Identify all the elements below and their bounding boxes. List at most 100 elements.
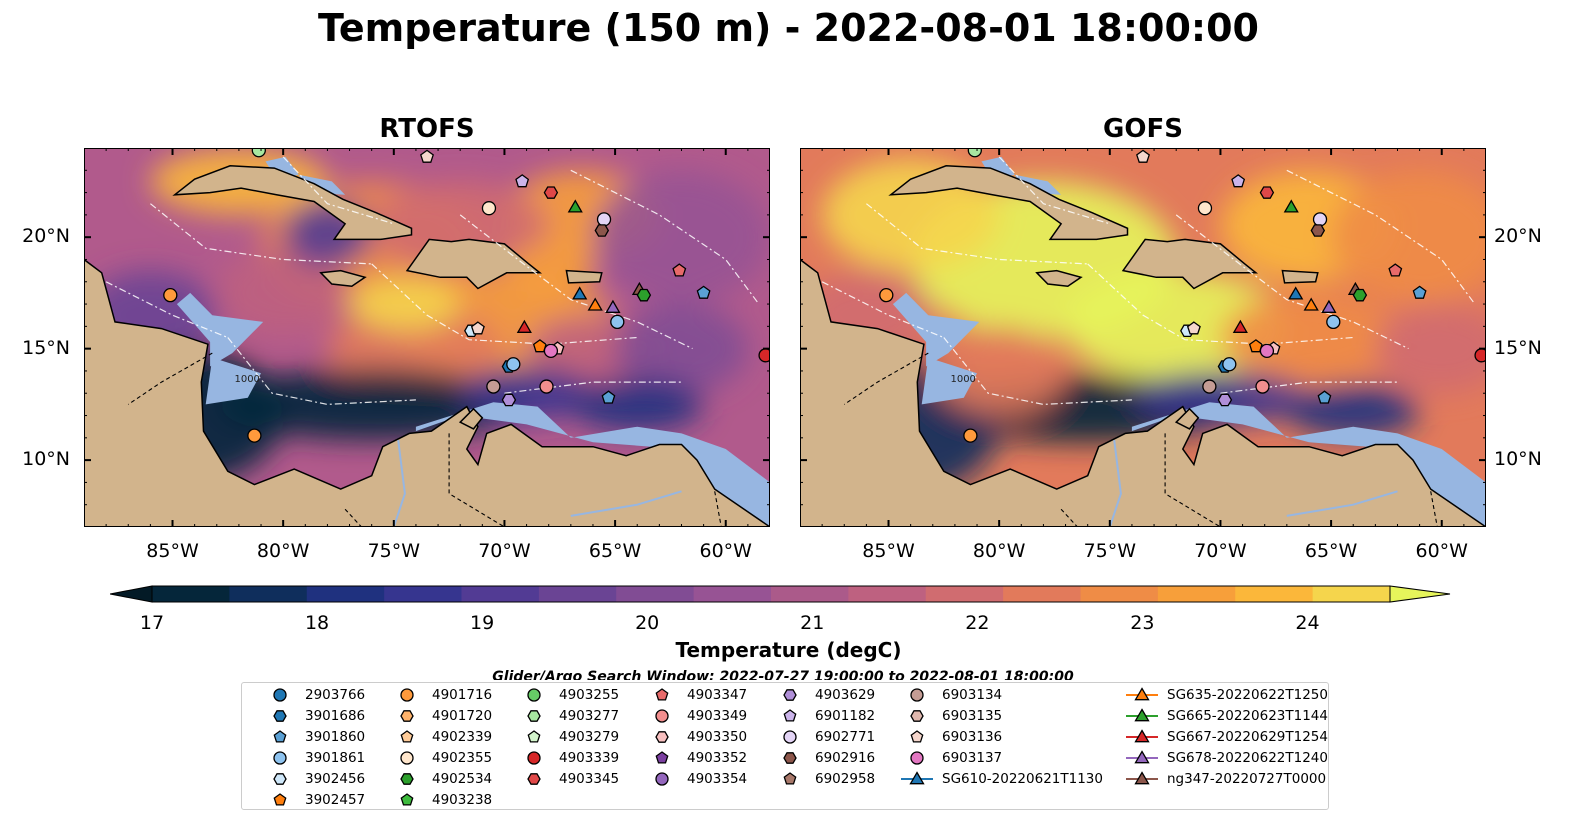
map-marker bbox=[596, 212, 612, 227]
legend-label: 3901686 bbox=[305, 708, 366, 724]
legend-marker bbox=[910, 710, 924, 722]
legend-label: 4901716 bbox=[432, 687, 493, 703]
main-title: Temperature (150 m) - 2022-08-01 18:00:0… bbox=[317, 6, 1259, 50]
colorbar-extend-over bbox=[1389, 585, 1451, 603]
lat-tick-label-right: 20°N bbox=[1494, 225, 1542, 248]
legend-label: 6903135 bbox=[942, 708, 1003, 724]
legend-marker bbox=[400, 688, 414, 702]
legend-marker-icon bbox=[901, 771, 933, 785]
legend-marker-icon bbox=[400, 751, 414, 765]
legend-item: 6903137 bbox=[897, 748, 1097, 768]
legend-marker-icon bbox=[273, 773, 287, 785]
legend-label: 6902771 bbox=[815, 729, 876, 745]
map-marker bbox=[636, 288, 652, 302]
land-jamaica bbox=[1035, 269, 1083, 287]
legend-label: 4902339 bbox=[432, 729, 493, 745]
legend-marker bbox=[655, 731, 669, 743]
lon-tick-label: 65°W bbox=[588, 540, 642, 562]
eez-boundary bbox=[1286, 169, 1476, 305]
land-venezuelaBump bbox=[1174, 407, 1200, 430]
legend-label: 6903137 bbox=[942, 750, 1003, 766]
legend-item: 4903349 bbox=[642, 706, 842, 726]
legend-item: 4903350 bbox=[642, 727, 842, 747]
map-marker bbox=[1222, 357, 1237, 372]
lon-tick-label: 60°W bbox=[699, 540, 752, 562]
colorbar-bin bbox=[1080, 586, 1159, 602]
legend-marker-icon bbox=[273, 688, 287, 702]
eez-boundary bbox=[459, 214, 693, 350]
legend-item: 4903352 bbox=[642, 748, 842, 768]
colorbar-bin bbox=[1312, 586, 1391, 602]
country-border bbox=[1430, 491, 1438, 527]
map-marker bbox=[1231, 174, 1246, 188]
legend-item: 6903136 bbox=[897, 727, 1097, 747]
eez-boundary bbox=[570, 169, 760, 305]
legend-label: 4903255 bbox=[559, 687, 620, 703]
legend-marker-icon bbox=[783, 689, 797, 701]
legend-item: 4903339 bbox=[514, 748, 714, 768]
shelf-area bbox=[921, 357, 977, 405]
lat-tick-label-right: 15°N bbox=[1494, 336, 1542, 359]
map-gofs: 1000 bbox=[800, 148, 1486, 527]
colorbar-bin bbox=[538, 586, 617, 602]
shelf-area bbox=[892, 292, 980, 367]
legend-marker bbox=[527, 751, 541, 765]
legend-item: 4902534 bbox=[387, 769, 587, 789]
legend-marker-icon bbox=[1126, 687, 1158, 701]
legend-marker bbox=[400, 751, 414, 765]
colorbar-tick-label: 24 bbox=[1295, 612, 1320, 634]
legend-item: 6902916 bbox=[770, 748, 970, 768]
map-marker bbox=[967, 148, 982, 158]
map-marker bbox=[572, 286, 588, 300]
eez-boundary bbox=[943, 337, 1132, 406]
legend-label: 3902457 bbox=[305, 792, 366, 808]
legend-item: SG635-20220622T1250 bbox=[1122, 685, 1328, 705]
legend-marker-icon bbox=[1126, 750, 1158, 764]
land-cuba bbox=[172, 165, 413, 241]
map-marker bbox=[420, 149, 434, 163]
colorbar-extend-under bbox=[110, 585, 153, 603]
map-marker bbox=[515, 174, 530, 188]
map-marker bbox=[1232, 319, 1248, 333]
legend-marker bbox=[1134, 708, 1150, 722]
legend-item: 3901861 bbox=[260, 748, 460, 768]
colorbar-tick-label: 20 bbox=[635, 612, 660, 634]
legend-label: 4902355 bbox=[432, 750, 493, 766]
map-marker bbox=[532, 339, 547, 353]
lon-tick-label: 75°W bbox=[1083, 540, 1137, 562]
eez-boundary bbox=[1087, 263, 1354, 345]
colorbar-bin bbox=[925, 586, 1004, 602]
legend-item: 6903135 bbox=[897, 706, 1097, 726]
legend-item: 4902355 bbox=[387, 748, 587, 768]
map-marker bbox=[1412, 285, 1427, 299]
river bbox=[570, 490, 682, 517]
legend-marker-icon bbox=[783, 772, 797, 785]
legend-marker-icon bbox=[910, 710, 924, 722]
colorbar-bin bbox=[693, 586, 772, 602]
contour-label: 1000 bbox=[950, 374, 975, 385]
contour-label: 1000 bbox=[234, 374, 259, 385]
lon-tick-label: 80°W bbox=[972, 540, 1026, 562]
legend-item: SG610-20220621T1130 bbox=[897, 769, 1103, 789]
legend-marker bbox=[527, 710, 541, 722]
legend-marker bbox=[655, 751, 669, 764]
legend-marker-icon bbox=[783, 709, 797, 722]
legend-marker-icon bbox=[527, 688, 541, 702]
eez-boundary bbox=[150, 203, 372, 265]
legend-label: 4903629 bbox=[815, 687, 876, 703]
legend-marker-icon bbox=[273, 710, 287, 722]
map-marker bbox=[543, 343, 559, 359]
legend-label: 2903766 bbox=[305, 687, 366, 703]
country-border bbox=[714, 491, 722, 527]
eez-boundary bbox=[866, 203, 1088, 265]
legend-item: 4903238 bbox=[387, 790, 587, 810]
legend-marker bbox=[400, 773, 414, 785]
map-marker bbox=[1310, 224, 1326, 237]
map-marker bbox=[879, 287, 894, 303]
legend-marker-icon bbox=[655, 751, 669, 764]
legend-label: 4903238 bbox=[432, 792, 493, 808]
panel-title-gofs: GOFS bbox=[1103, 114, 1183, 144]
map-marker bbox=[1312, 212, 1328, 227]
legend-marker-icon bbox=[400, 730, 414, 743]
legend-label: 3901861 bbox=[305, 750, 366, 766]
